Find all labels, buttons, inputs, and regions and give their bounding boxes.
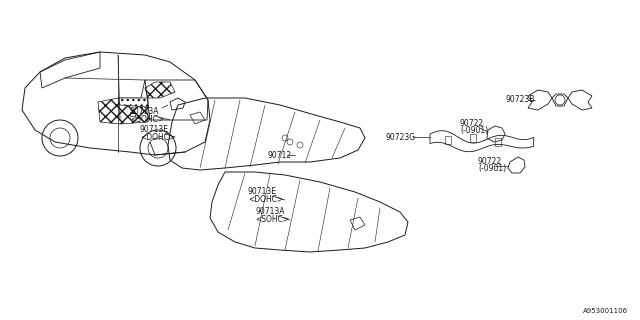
Text: <SOHC>: <SOHC> [255, 214, 289, 223]
Text: (-0901): (-0901) [478, 164, 506, 173]
Text: 90722: 90722 [460, 119, 484, 129]
Text: 90713E: 90713E [248, 188, 277, 196]
Text: A953001106: A953001106 [583, 308, 628, 314]
Text: 90723B: 90723B [506, 95, 536, 105]
Polygon shape [118, 98, 148, 107]
Text: 90713A: 90713A [130, 108, 159, 116]
Polygon shape [98, 98, 148, 124]
Text: <SOHC>: <SOHC> [130, 115, 164, 124]
Text: (-0901): (-0901) [460, 126, 488, 135]
Text: 90712: 90712 [268, 150, 292, 159]
Text: 90713A: 90713A [255, 207, 285, 217]
Bar [130, 112, 135, 116]
Text: 90723G: 90723G [385, 132, 415, 141]
Text: 90713E: 90713E [140, 125, 169, 134]
Text: <DOHC>: <DOHC> [248, 195, 284, 204]
Polygon shape [145, 82, 175, 98]
Text: <DOHC>: <DOHC> [140, 132, 175, 141]
Text: 90722: 90722 [478, 157, 502, 166]
